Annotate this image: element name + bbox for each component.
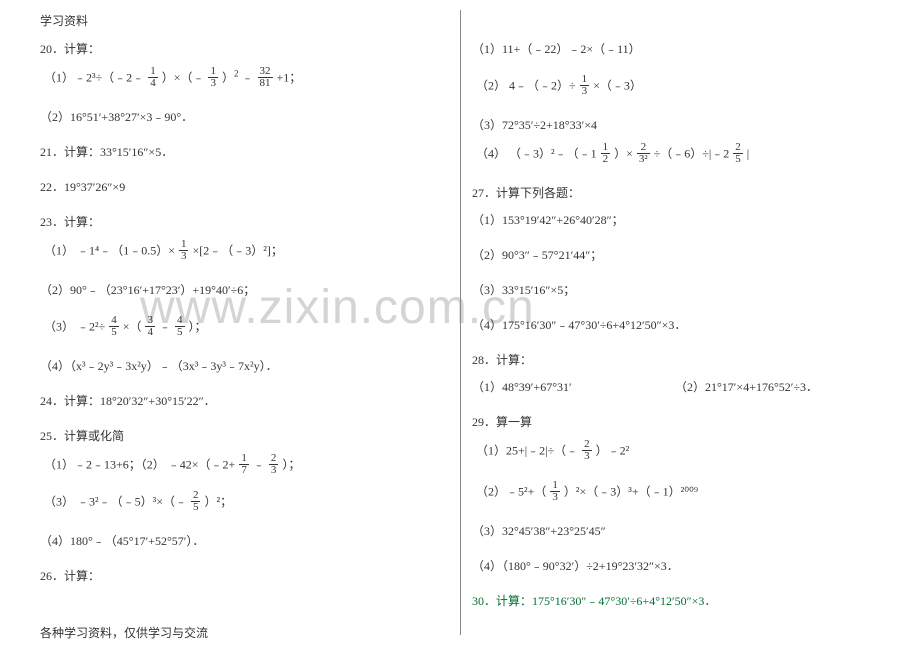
q29-3: （3）32°45′38″+23°25′45″ [472, 522, 882, 539]
q27-4: （4）175°16′30″﹣47°30′÷6+4°12′50″×3． [472, 316, 882, 333]
txt: 4﹣（﹣2）÷ [509, 78, 576, 92]
page-footer: 各种学习资料，仅供学习与交流 [40, 624, 208, 641]
q29-2: （2）﹣5²+（ 13 ）²×（﹣3）³+（﹣1）²⁰⁰⁹ [472, 481, 882, 504]
txt: ×[2﹣（﹣3）²]； [192, 243, 282, 257]
txt: ）﹣2² [596, 443, 630, 457]
txt: ﹣42×（﹣2+ [168, 457, 236, 471]
q27-title: 27．计算下列各题： [472, 184, 882, 201]
txt: （4） [476, 146, 506, 160]
frac: 23² [637, 142, 650, 165]
frac: 45 [175, 315, 185, 338]
q26-4: （4） （﹣3）²﹣（﹣1 12 ）× 23² ÷（﹣6）÷|﹣2 25 | [472, 143, 882, 166]
q26-title: 26．计算： [40, 567, 450, 584]
q23-1: （1） ﹣1⁴﹣（1﹣0.5）× 13 ×[2﹣（﹣3）²]； [40, 240, 450, 263]
txt: ）； [189, 319, 207, 333]
exp: 2 [234, 68, 239, 78]
right-column: （1）11+（﹣22）﹣2×（﹣11） （2） 4﹣（﹣2）÷ 13 ×（﹣3）… [472, 40, 882, 619]
q26-2: （2） 4﹣（﹣2）÷ 13 ×（﹣3） [472, 75, 882, 98]
txt: （1）﹣2³÷（﹣2﹣ [44, 70, 144, 84]
frac: 13 [208, 66, 218, 89]
txt: ）²×（﹣3）³+（﹣1）²⁰⁰⁹ [564, 484, 698, 498]
txt: ÷（﹣6）÷|﹣2 [654, 146, 730, 160]
left-column: 20．计算： （1）﹣2³÷（﹣2﹣ 14 ）×（﹣ 13 ）2 ﹣ 3281 … [40, 40, 450, 594]
txt: （﹣3）²﹣（﹣1 [509, 146, 597, 160]
txt: （3） [44, 319, 74, 333]
q28-title: 28．计算： [472, 351, 882, 368]
txt: ﹣ [241, 70, 253, 84]
q27-1: （1）153°19′42″+26°40′28″； [472, 211, 882, 228]
q23-2: （2）90°﹣（23°16′+17°23′）+19°40′÷6； [40, 281, 450, 298]
frac: 13 [580, 74, 590, 97]
q20-title: 20．计算： [40, 40, 450, 57]
txt: +1； [277, 70, 302, 84]
q21: 21．计算：33°15′16″×5． [40, 143, 450, 160]
txt: ）× [614, 146, 633, 160]
txt: （2）﹣5²+（ [476, 484, 546, 498]
txt: ﹣2²÷ [77, 319, 105, 333]
txt: ）×（﹣ [162, 70, 205, 84]
page-header: 学习资料 [40, 12, 88, 29]
frac: 25 [733, 142, 743, 165]
txt: ）； [282, 457, 300, 471]
q27-3: （3）33°15′16″×5； [472, 281, 882, 298]
txt: （1） [44, 243, 74, 257]
txt: ）²； [204, 494, 232, 508]
q29-1: （1）25+|﹣2|÷（﹣ 23 ）﹣2² [472, 440, 882, 463]
frac: 17 [239, 453, 249, 476]
q25-title: 25．计算或化简 [40, 427, 450, 444]
q28-row: （1）48°39′+67°31′ （2）21°17′×4+176°52′÷3． [472, 378, 882, 395]
frac: 12 [601, 142, 611, 165]
q27-2: （2）90°3″﹣57°21′44″； [472, 246, 882, 263]
frac: 14 [148, 66, 158, 89]
txt: （1）25+|﹣2|÷（﹣ [476, 443, 578, 457]
frac: 45 [109, 315, 119, 338]
q26-3: （3）72°35′÷2+18°33′×4 [472, 116, 882, 133]
txt: ﹣ [253, 457, 265, 471]
txt: （2） [476, 78, 506, 92]
txt: ﹣3²﹣（﹣5）³×（﹣ [77, 494, 187, 508]
txt: ×（﹣3） [593, 78, 642, 92]
txt: | [747, 146, 749, 160]
column-divider [460, 10, 461, 635]
txt: ×（ [123, 319, 142, 333]
txt: （3） [44, 494, 74, 508]
q28-2: （2）21°17′×4+176°52′÷3． [675, 380, 818, 394]
frac: 25 [191, 490, 201, 513]
q20-1: （1）﹣2³÷（﹣2﹣ 14 ）×（﹣ 13 ）2 ﹣ 3281 +1； [40, 67, 450, 90]
q30: 30．计算：175°16′30″﹣47°30′÷6+4°12′50″×3． [472, 592, 882, 609]
q23-4: （4）（x³﹣2y³﹣3x²y）﹣（3x³﹣3y³﹣7x²y）． [40, 357, 450, 374]
q25-4: （4）180°﹣（45°17′+52°57′）． [40, 532, 450, 549]
frac: 3281 [258, 66, 273, 89]
frac: 13 [550, 480, 560, 503]
txt: （1）﹣2﹣13+6；（2） [44, 457, 165, 471]
q22: 22．19°37′26″×9 [40, 178, 450, 195]
frac: 13 [179, 239, 189, 262]
frac: 23 [269, 453, 279, 476]
q26-1: （1）11+（﹣22）﹣2×（﹣11） [472, 40, 882, 57]
q24: 24．计算：18°20′32″+30°15′22″． [40, 392, 450, 409]
q29-4: （4）（180°﹣90°32′）÷2+19°23′32″×3． [472, 557, 882, 574]
q20-2: （2）16°51′+38°27′×3﹣90°． [40, 108, 450, 125]
q23-title: 23．计算： [40, 213, 450, 230]
q28-1: （1）48°39′+67°31′ [472, 378, 672, 395]
txt: ﹣1⁴﹣（1﹣0.5）× [77, 243, 175, 257]
q25-3: （3） ﹣3²﹣（﹣5）³×（﹣ 25 ）²； [40, 491, 450, 514]
txt: ﹣ [159, 319, 171, 333]
q25-1-2: （1）﹣2﹣13+6；（2） ﹣42×（﹣2+ 17 ﹣ 23 ）； [40, 454, 450, 477]
q23-3: （3） ﹣2²÷ 45 ×（ 34 ﹣ 45 ）； [40, 316, 450, 339]
frac: 23 [582, 439, 592, 462]
q29-title: 29．算一算 [472, 413, 882, 430]
frac: 34 [145, 315, 155, 338]
txt: ） [222, 70, 234, 84]
